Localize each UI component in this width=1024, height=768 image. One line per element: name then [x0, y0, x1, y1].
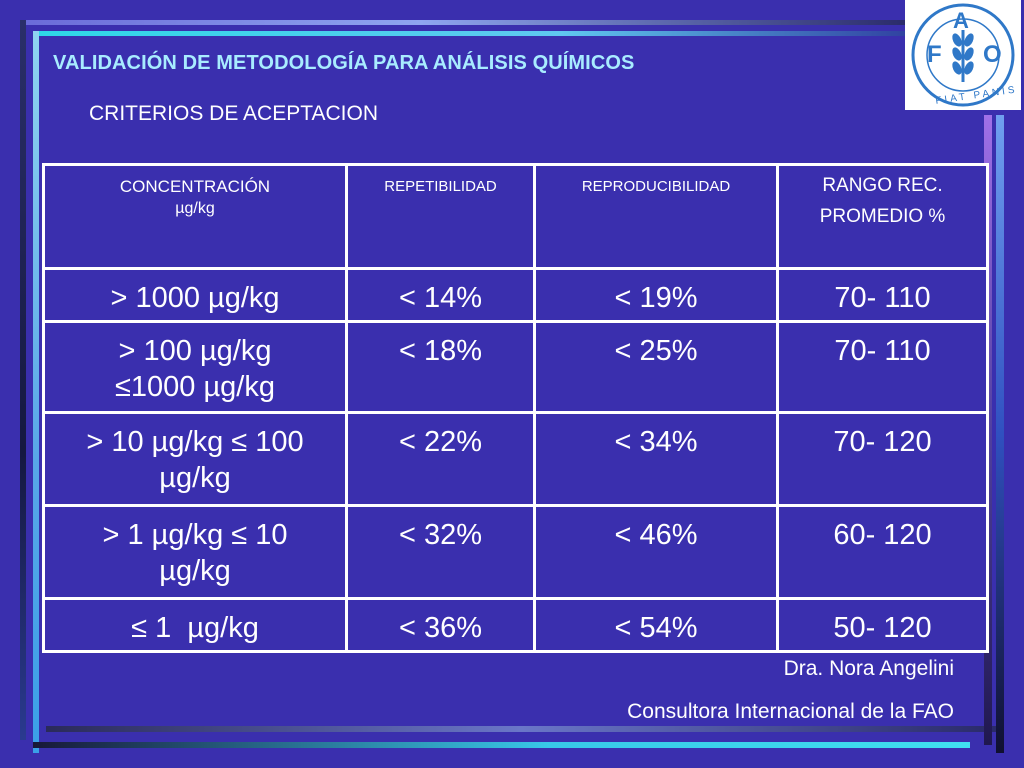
frame-bar-bottom-inner	[46, 726, 996, 732]
row-1-concentration-text-2: ≤1000 µg/kg	[114, 371, 275, 403]
frame-bar-right-outer	[996, 115, 1004, 753]
table-row-4-recovery: 50- 120	[779, 600, 986, 650]
table-row-3-repeatability: < 32%	[348, 507, 533, 597]
table-row-2-recovery: 70- 120	[779, 414, 986, 504]
frame-bar-left-outer	[20, 20, 26, 740]
row-1-concentration-text: > 100 µg/kg	[118, 335, 272, 367]
table-row-3-recovery: 60- 120	[779, 507, 986, 597]
table-row-3-reproducibility: < 46%	[536, 507, 776, 597]
table-row-2-reproducibility: < 34%	[536, 414, 776, 504]
table-row-4-concentration: ≤ 1 µg/kg	[45, 600, 345, 650]
table-row-4-reproducibility: < 54%	[536, 600, 776, 650]
slide-subtitle: CRITERIOS DE ACEPTACION	[89, 102, 378, 125]
fao-logo: F A O FIAT PANIS	[905, 0, 1021, 110]
table-row-3-concentration: > 1 µg/kg ≤ 10 µg/kg	[45, 507, 345, 597]
header-reproducibility-label: REPRODUCIBILIDAD	[581, 178, 731, 195]
logo-letter-o: O	[983, 41, 1002, 68]
frame-bar-left-inner	[33, 31, 39, 753]
table-row-1-recovery: 70- 110	[779, 323, 986, 411]
frame-bar-bottom-outer	[33, 742, 970, 748]
table-row-0-concentration: > 1000 µg/kg	[45, 270, 345, 320]
table-row-0-repeatability: < 14%	[348, 270, 533, 320]
header-reproducibility: REPRODUCIBILIDAD	[536, 166, 776, 267]
header-concentration-unit: µg/kg	[175, 200, 215, 217]
author-name: Dra. Nora Angelini	[783, 657, 954, 680]
header-recovery-label: RANGO REC.	[822, 175, 943, 196]
author-role: Consultora Internacional de la FAO	[627, 700, 954, 723]
header-concentration: CONCENTRACIÓN µg/kg	[45, 166, 345, 267]
table-row-1-concentration: > 100 µg/kg ≤1000 µg/kg	[45, 323, 345, 411]
row-3-concentration-text-2: µg/kg	[159, 555, 231, 587]
table-row-2-repeatability: < 22%	[348, 414, 533, 504]
header-repeatability: REPETIBILIDAD	[348, 166, 533, 267]
header-concentration-label: CONCENTRACIÓN	[119, 177, 271, 196]
header-recovery: RANGO REC. PROMEDIO %	[779, 166, 986, 267]
acceptance-criteria-table: CONCENTRACIÓN µg/kg REPETIBILIDAD REPROD…	[42, 163, 989, 653]
header-recovery-sublabel: PROMEDIO %	[819, 206, 946, 227]
row-2-concentration-text-2: µg/kg	[159, 462, 231, 494]
row-2-concentration-text: > 10 µg/kg ≤ 100	[86, 426, 304, 458]
row-0-concentration-text: > 1000 µg/kg	[110, 282, 280, 314]
table-row-1-reproducibility: < 25%	[536, 323, 776, 411]
slide-title: VALIDACIÓN DE METODOLOGÍA PARA ANÁLISIS …	[53, 52, 635, 74]
row-4-concentration-text: ≤ 1 µg/kg	[131, 612, 259, 644]
logo-letter-a: A	[953, 8, 969, 33]
frame-bar-top-inner	[38, 31, 910, 36]
header-repeatability-label: REPETIBILIDAD	[384, 178, 497, 195]
fao-emblem-icon: F A O FIAT PANIS	[911, 3, 1018, 107]
table-row-4-repeatability: < 36%	[348, 600, 533, 650]
table-row-1-repeatability: < 18%	[348, 323, 533, 411]
logo-letter-f: F	[927, 41, 942, 68]
table-row-2-concentration: > 10 µg/kg ≤ 100 µg/kg	[45, 414, 345, 504]
table-row-0-reproducibility: < 19%	[536, 270, 776, 320]
row-3-concentration-text: > 1 µg/kg ≤ 10	[102, 519, 288, 551]
table-row-0-recovery: 70- 110	[779, 270, 986, 320]
frame-bar-top-outer	[20, 20, 910, 25]
